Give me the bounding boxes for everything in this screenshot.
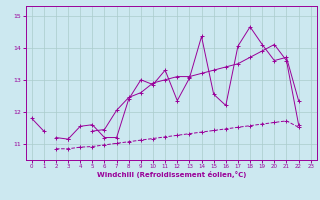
X-axis label: Windchill (Refroidissement éolien,°C): Windchill (Refroidissement éolien,°C) (97, 171, 246, 178)
